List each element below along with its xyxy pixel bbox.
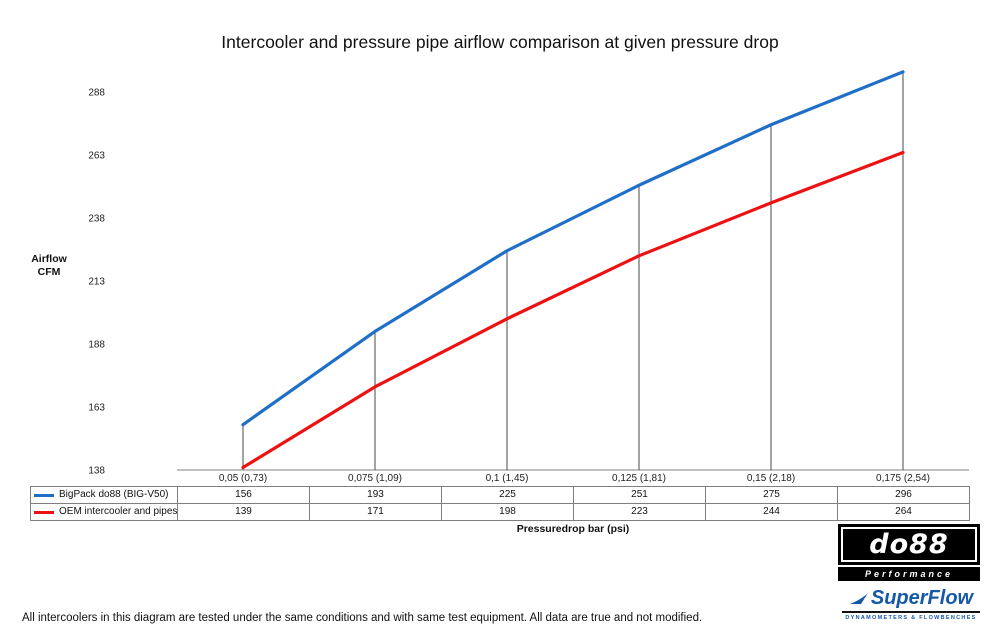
y-tick-label: 213 (88, 277, 105, 288)
superflow-swoosh-icon (849, 592, 868, 604)
table-value-cell: 193 (310, 487, 442, 504)
table-value-cell: 225 (442, 487, 574, 504)
table-value-cell: 156 (178, 487, 310, 504)
table-value-cell: 139 (178, 504, 310, 521)
table-value-cell: 275 (706, 487, 838, 504)
x-category-label: 0,125 (1,81) (612, 473, 666, 484)
y-tick-label: 163 (88, 403, 105, 414)
superflow-underline (842, 611, 980, 613)
y-tick-label: 138 (88, 466, 105, 477)
y-tick-label: 288 (88, 88, 105, 99)
data-table: BigPack do88 (BIG-V50) 156 193 225 251 275 296… (30, 486, 970, 521)
x-axis-title: Pressuredrop bar (psi) (516, 523, 630, 535)
footnote-text: All intercoolers in this diagram are tes… (22, 612, 703, 624)
series-name: BigPack do88 (BIG-V50) (59, 489, 169, 500)
chart-title: Intercooler and pressure pipe airflow co… (221, 32, 779, 52)
superflow-logo-text: SuperFlow (870, 587, 974, 609)
table-value-cell: 244 (706, 504, 838, 521)
superflow-logo-subtext: DYNAMOMETERS & FLOWBENCHES (845, 615, 977, 621)
table-value-cell: 264 (838, 504, 970, 521)
legend-cell-oem-intercooler-and-pipes: OEM intercooler and pipes (31, 504, 178, 521)
x-category-label: 0,175 (2,54) (876, 473, 930, 484)
table-row: OEM intercooler and pipes 139 171 198 223 244… (31, 504, 970, 521)
y-axis-title-line1: Airflow (31, 253, 67, 265)
table-value-cell: 296 (838, 487, 970, 504)
y-axis-title-line2: CFM (37, 266, 61, 278)
table-row: BigPack do88 (BIG-V50) 156 193 225 251 275 296 (31, 487, 970, 504)
table-value-cell: 198 (442, 504, 574, 521)
do88-logo-subtext: Performance (838, 567, 980, 581)
y-tick-label: 188 (88, 340, 105, 351)
superflow-logo: SuperFlow DYNAMOMETERS & FLOWBENCHES (842, 587, 980, 621)
x-category-label: 0,075 (1,09) (348, 473, 402, 484)
legend-swatch (34, 510, 54, 514)
do88-logo-box: do88 (838, 524, 980, 565)
do88-logo-text: do88 (841, 527, 977, 562)
bigpack-do88-big-v50-line (241, 70, 905, 427)
do88-logo: do88 Performance (838, 524, 980, 581)
x-category-label: 0,05 (0,73) (219, 473, 267, 484)
superflow-logo-row: SuperFlow (842, 587, 980, 610)
legend-cell-bigpack-do88-big-v50: BigPack do88 (BIG-V50) (31, 487, 178, 504)
x-category-label: 0,1 (1,45) (486, 473, 529, 484)
y-axis-title: Airflow CFM (26, 253, 72, 279)
y-tick-label: 238 (88, 214, 105, 225)
table-value-cell: 171 (310, 504, 442, 521)
oem-intercooler-and-pipes-line (241, 150, 905, 470)
table-value-cell: 223 (574, 504, 706, 521)
table-value-cell: 251 (574, 487, 706, 504)
y-tick-label: 263 (88, 151, 105, 162)
x-category-label: 0,15 (2,18) (747, 473, 795, 484)
series-name: OEM intercooler and pipes (59, 506, 178, 517)
legend-swatch (34, 493, 54, 497)
